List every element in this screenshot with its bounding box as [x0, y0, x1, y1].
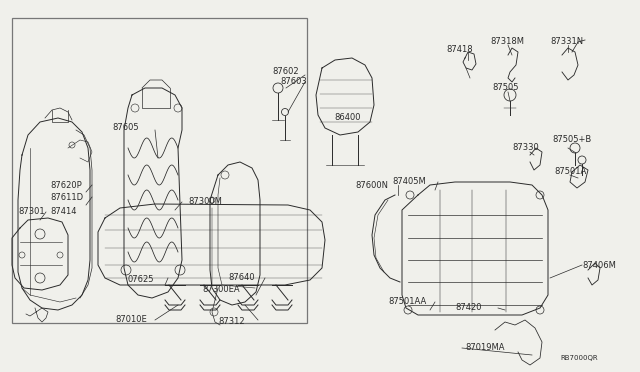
- Text: 07625: 07625: [128, 276, 154, 285]
- Text: 87406M: 87406M: [582, 260, 616, 269]
- Text: 87418: 87418: [446, 45, 472, 55]
- Text: 87301: 87301: [18, 208, 45, 217]
- Text: 86400: 86400: [334, 113, 360, 122]
- Text: 87300M: 87300M: [188, 198, 222, 206]
- Text: 87405M: 87405M: [392, 177, 426, 186]
- Bar: [12, 18, 307, 323]
- Text: 87501A: 87501A: [554, 167, 586, 176]
- Text: 87603: 87603: [280, 77, 307, 87]
- Text: 87010E: 87010E: [115, 315, 147, 324]
- Text: 87331N: 87331N: [550, 38, 583, 46]
- Text: 87019MA: 87019MA: [465, 343, 504, 353]
- Text: 87620P: 87620P: [50, 180, 82, 189]
- Text: 87312: 87312: [218, 317, 244, 327]
- Text: 87414: 87414: [50, 208, 77, 217]
- Text: 87505: 87505: [492, 83, 518, 93]
- Text: 87330: 87330: [512, 144, 539, 153]
- Text: 87611D: 87611D: [50, 192, 83, 202]
- Text: 87318M: 87318M: [490, 38, 524, 46]
- Text: RB7000QR: RB7000QR: [560, 355, 598, 361]
- Text: 87605: 87605: [112, 124, 139, 132]
- Text: 87505+B: 87505+B: [552, 135, 591, 144]
- Text: 87300EA: 87300EA: [202, 285, 239, 295]
- Text: 87501AA: 87501AA: [388, 298, 426, 307]
- Text: 87600N: 87600N: [355, 180, 388, 189]
- Text: 87602: 87602: [272, 67, 299, 77]
- Text: 87420: 87420: [455, 304, 481, 312]
- Text: 87640: 87640: [228, 273, 255, 282]
